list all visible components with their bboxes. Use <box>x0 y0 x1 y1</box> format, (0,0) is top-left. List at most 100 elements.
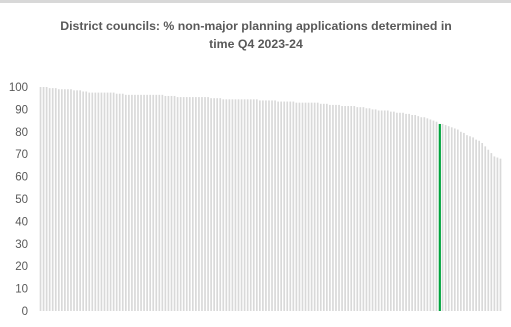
bar <box>280 101 282 311</box>
bar <box>326 103 328 311</box>
bar <box>246 99 249 311</box>
bar <box>255 99 258 311</box>
bar <box>88 92 91 311</box>
bar <box>42 87 45 311</box>
bar <box>283 101 286 311</box>
bar <box>463 132 465 311</box>
bar <box>350 106 353 311</box>
bar <box>414 115 417 311</box>
bar <box>115 93 118 311</box>
bar <box>356 107 359 311</box>
bar <box>478 140 480 311</box>
bar <box>170 95 173 312</box>
bar <box>237 99 240 311</box>
bar <box>146 94 148 311</box>
y-tick-label: 20 <box>15 261 28 273</box>
bar <box>228 99 231 311</box>
bar <box>94 92 97 311</box>
y-tick-label: 40 <box>15 216 28 228</box>
bar <box>143 94 145 311</box>
bar <box>487 149 490 311</box>
bar <box>118 93 121 311</box>
bar <box>386 110 389 312</box>
bar <box>286 101 289 311</box>
bar <box>182 97 185 311</box>
y-tick-label: 80 <box>15 127 28 139</box>
bar <box>191 97 194 311</box>
bar <box>121 93 124 311</box>
bar <box>472 137 474 311</box>
bar <box>210 98 212 311</box>
bar <box>417 116 420 312</box>
bar <box>128 94 130 311</box>
bar <box>48 88 51 312</box>
bar <box>292 101 295 311</box>
bar <box>97 92 100 311</box>
bar <box>420 117 423 312</box>
bar <box>76 90 78 311</box>
bar <box>259 100 261 311</box>
bar <box>201 97 203 311</box>
bar <box>389 111 392 311</box>
bar <box>39 87 42 311</box>
bar <box>79 90 81 311</box>
bar <box>499 158 502 311</box>
bar <box>109 92 112 311</box>
bar <box>67 89 69 312</box>
y-tick-label: 70 <box>15 149 28 161</box>
bar <box>100 92 103 311</box>
bar <box>435 121 438 311</box>
bar <box>481 143 484 311</box>
bar <box>204 97 206 311</box>
bar <box>243 99 246 311</box>
y-tick-label: 50 <box>15 194 28 206</box>
bar <box>198 97 200 311</box>
chart-title: District councils: % non-major planning … <box>36 17 476 53</box>
bar <box>496 157 499 311</box>
y-tick-label: 90 <box>15 104 28 116</box>
bar <box>441 123 444 312</box>
bar <box>298 102 301 312</box>
bar <box>365 108 368 311</box>
bar <box>188 97 191 311</box>
bar <box>319 103 322 311</box>
bar <box>475 139 477 311</box>
bar <box>265 100 267 311</box>
bar <box>371 109 374 312</box>
bar <box>423 117 426 312</box>
bar <box>490 153 493 311</box>
bar <box>313 102 316 312</box>
bar <box>426 118 429 311</box>
bar <box>310 102 313 312</box>
bar <box>173 95 176 312</box>
bar <box>240 99 243 311</box>
bar <box>45 87 48 311</box>
bar <box>140 94 142 311</box>
bar <box>51 88 54 312</box>
bar <box>316 102 319 312</box>
bar <box>103 92 106 311</box>
bar <box>158 94 161 311</box>
bar <box>249 99 252 311</box>
bar <box>383 110 386 312</box>
bar <box>152 94 155 311</box>
top-border <box>0 0 511 3</box>
bar <box>82 91 85 311</box>
bar <box>408 113 410 311</box>
bar <box>61 89 63 312</box>
bar <box>307 102 310 312</box>
bar <box>377 110 380 312</box>
bar <box>301 102 304 312</box>
bar <box>460 131 462 311</box>
bar <box>161 94 164 311</box>
bar <box>341 106 343 311</box>
bar <box>112 92 115 311</box>
bars <box>39 87 502 312</box>
bar <box>207 97 209 311</box>
bar <box>432 120 435 311</box>
bar <box>411 115 413 311</box>
bar <box>54 88 57 312</box>
bar <box>274 100 276 311</box>
